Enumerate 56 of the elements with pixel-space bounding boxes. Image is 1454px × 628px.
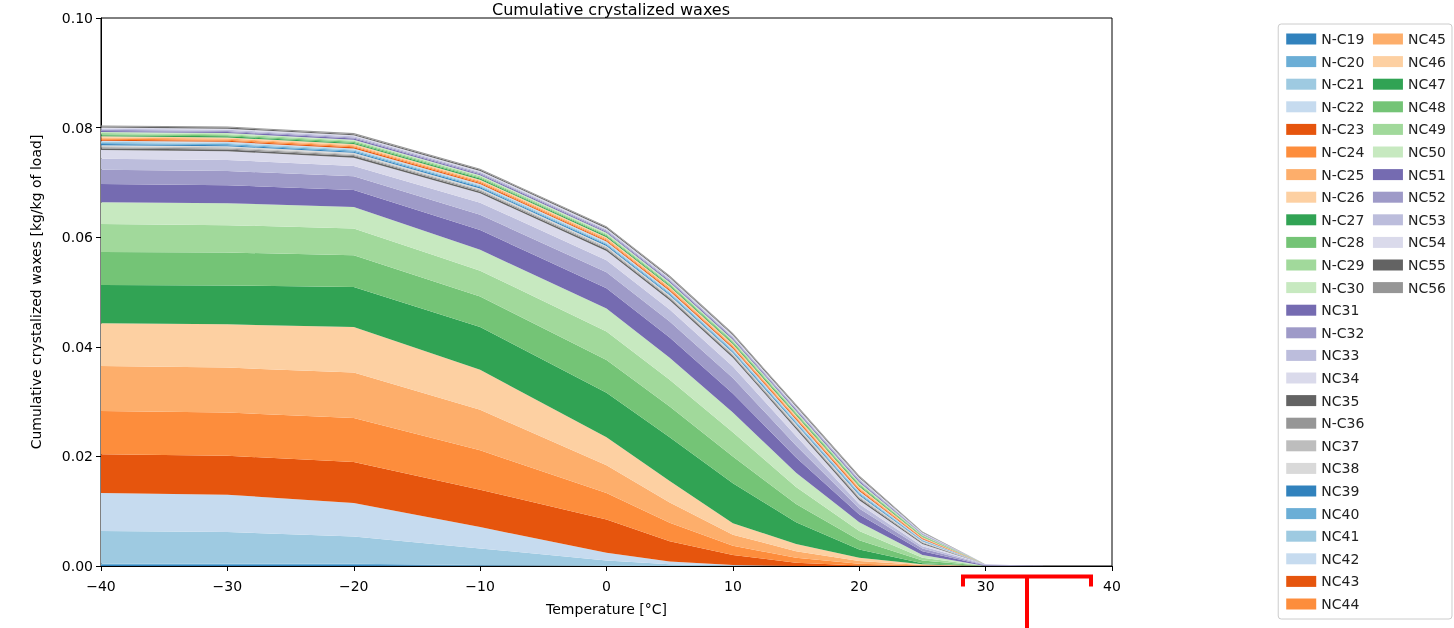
legend-label: N-C19 bbox=[1321, 31, 1365, 47]
legend-label: N-C23 bbox=[1321, 121, 1365, 138]
legend-label: NC40 bbox=[1321, 505, 1360, 522]
legend-label: NC49 bbox=[1407, 121, 1446, 138]
legend-label: NC46 bbox=[1407, 53, 1447, 70]
legend-label: NC38 bbox=[1321, 460, 1360, 477]
y-tick-label: 0.02 bbox=[61, 448, 93, 465]
legend-label: N-C36 bbox=[1321, 415, 1365, 432]
legend-label: NC50 bbox=[1407, 144, 1446, 160]
legend-label: N-C29 bbox=[1321, 257, 1365, 273]
legend-label: NC42 bbox=[1321, 550, 1360, 567]
legend-label: NC52 bbox=[1407, 189, 1446, 206]
y-tick-label: 0.06 bbox=[61, 229, 94, 246]
legend-label: NC44 bbox=[1321, 596, 1360, 612]
legend-label: N-C30 bbox=[1321, 279, 1365, 296]
legend-label: NC45 bbox=[1407, 31, 1446, 47]
legend-label: NC51 bbox=[1407, 166, 1446, 183]
legend-label: N-C28 bbox=[1321, 234, 1365, 251]
legend-label: N-C27 bbox=[1321, 211, 1365, 228]
chart-title: Cumulative crystalized waxes bbox=[491, 0, 731, 19]
legend-label: NC53 bbox=[1407, 211, 1446, 228]
legend-label: NC47 bbox=[1407, 76, 1446, 93]
x-tick-label: 40 bbox=[1103, 578, 1121, 594]
x-tick-label: 10 bbox=[723, 578, 742, 594]
y-tick-label: 0.00 bbox=[61, 558, 93, 574]
legend-label: N-C32 bbox=[1321, 324, 1365, 341]
legend-label: N-C26 bbox=[1321, 189, 1365, 206]
legend-label: NC39 bbox=[1321, 483, 1360, 499]
y-tick-label: 0.04 bbox=[61, 338, 94, 355]
legend-label: NC41 bbox=[1321, 528, 1360, 545]
x-tick-label: −20 bbox=[338, 578, 369, 594]
x-tick-label: 20 bbox=[850, 578, 869, 594]
legend-label: N-C20 bbox=[1321, 53, 1365, 70]
legend-label: N-C25 bbox=[1321, 166, 1365, 183]
legend-label: NC31 bbox=[1321, 302, 1360, 319]
legend-label: NC43 bbox=[1321, 573, 1360, 590]
y-tick-label: 0.08 bbox=[61, 119, 93, 136]
legend-label: N-C22 bbox=[1321, 98, 1365, 115]
legend-label: NC54 bbox=[1407, 234, 1447, 251]
x-tick-label: 0 bbox=[602, 578, 611, 594]
x-tick-label: 30 bbox=[976, 578, 995, 594]
legend-label: NC48 bbox=[1407, 98, 1446, 115]
legend-label: NC56 bbox=[1407, 279, 1447, 296]
x-tick-label: −10 bbox=[465, 578, 495, 594]
legend-label: N-C24 bbox=[1321, 144, 1365, 160]
legend-label: NC35 bbox=[1321, 392, 1360, 409]
legend-label: NC37 bbox=[1321, 437, 1360, 454]
x-axis-title: Temperature [°C] bbox=[545, 601, 667, 617]
legend-label: N-C21 bbox=[1321, 76, 1365, 93]
legend-label: NC33 bbox=[1321, 347, 1360, 364]
x-tick-label: −30 bbox=[212, 578, 243, 594]
y-axis-title: Cumulative crystalized waxes [kg/kg of load] bbox=[28, 134, 44, 450]
legend-label: NC55 bbox=[1407, 257, 1446, 273]
legend-label: NC34 bbox=[1321, 370, 1360, 386]
x-tick-label: −40 bbox=[86, 578, 116, 594]
y-tick-label: 0.10 bbox=[61, 10, 93, 26]
